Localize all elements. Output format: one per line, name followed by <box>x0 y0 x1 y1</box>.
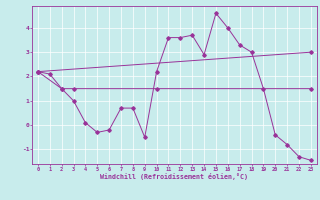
X-axis label: Windchill (Refroidissement éolien,°C): Windchill (Refroidissement éolien,°C) <box>100 173 248 180</box>
